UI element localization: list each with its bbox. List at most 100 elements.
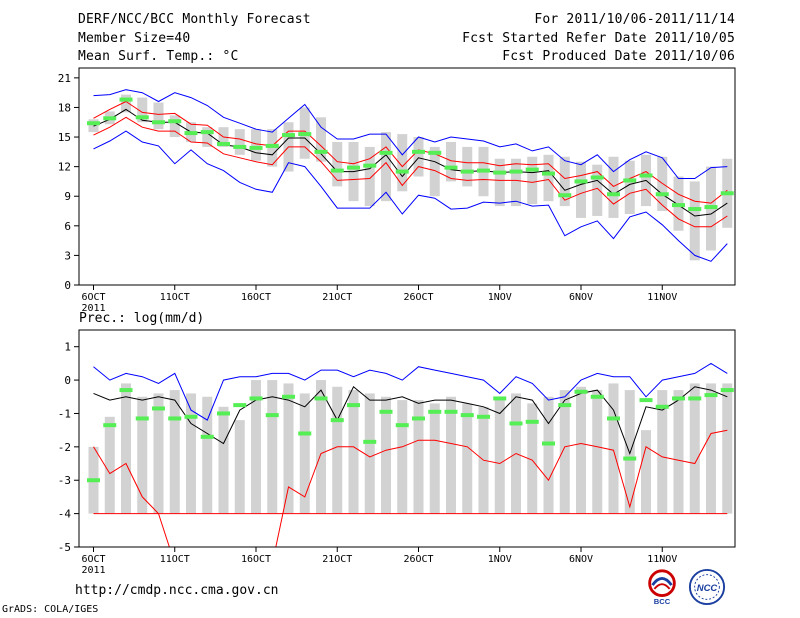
x-tick-label: 11OCT [160,292,190,303]
reference-marker [444,165,458,170]
y-tick-label: 18 [58,101,71,114]
spread-box [429,146,440,197]
y-tick-label: 21 [58,72,71,85]
variable-label: Mean Surf. Temp.: °C [78,49,239,64]
reference-marker [168,416,182,421]
reference-marker [672,203,685,208]
reference-marker [217,141,230,146]
reference-marker [623,178,637,183]
reference-marker [395,423,409,428]
reference-marker [688,396,702,401]
reference-marker [460,413,474,418]
reference-marker [704,393,718,398]
spread-box [511,158,521,207]
x-tick-label: 11NOV [647,292,677,303]
spread-box [332,386,343,514]
spread-box [283,383,294,514]
reference-marker [574,179,588,184]
spread-box [137,396,148,514]
x-tick-label: 16OCT [241,554,271,565]
spread-box [446,396,456,514]
spread-box [494,158,505,207]
reference-marker [493,170,507,175]
x-tick-label: 26OCT [403,292,433,303]
spread-box [413,400,424,514]
spread-box [251,129,261,161]
spread-box [576,386,586,514]
reference-marker [574,389,588,394]
spread-box [381,132,391,202]
spread-box [137,97,148,123]
reference-marker [119,97,133,102]
reference-marker [509,421,523,426]
reference-marker [428,150,442,155]
reference-marker [168,119,182,124]
spread-box [689,181,700,261]
spread-box [641,430,651,514]
spread-box [316,380,326,514]
spread-box [543,154,554,202]
reference-marker [412,149,425,154]
spread-box [348,390,359,514]
series-line [93,89,728,179]
spread-box [397,400,408,514]
reference-marker [395,169,409,174]
spread-box [251,380,261,514]
grads-credit: GrADS: COLA/IGES [2,604,99,615]
reference-marker [233,144,247,149]
reference-marker [103,116,117,121]
forecast-start-date: Fcst Started Refer Date 2011/10/05 [462,31,735,46]
plot-area [87,362,734,547]
spread-box [624,160,635,214]
y-tick-label: -5 [58,541,71,554]
reference-marker [444,409,458,414]
reference-marker [330,418,344,423]
reference-marker [282,394,295,399]
spread-box [397,134,408,192]
reference-marker [152,120,165,125]
spread-box [543,396,554,514]
spread-box [527,403,538,514]
reference-marker [314,396,328,401]
reference-marker [347,403,360,408]
spread-box [104,416,115,514]
spread-box [202,396,213,514]
reference-marker [655,404,669,409]
reference-marker [184,131,198,136]
reference-marker [103,423,117,428]
spread-box [429,403,440,514]
reference-marker [233,403,247,408]
x-tick-label: 16OCT [241,292,271,303]
series-line [93,386,728,455]
spread-box [657,390,668,514]
reference-marker [314,149,328,154]
forecast-period: For 2011/10/06-2011/11/14 [534,12,735,27]
reference-marker [249,396,263,401]
reference-marker [152,406,165,411]
reference-marker [298,431,312,436]
reference-marker [330,168,344,173]
bcc-logo: BCC [648,569,676,606]
spread-box [153,393,164,514]
reference-marker [265,413,279,418]
x-tick-label: 1NOV [488,554,512,565]
chart-panel-1: 0 3 6 9 12 15 18 21 6OCT 11OCT 16OCT 21OCT 26OCT 1NOV… [58,67,736,314]
reference-marker [282,133,295,138]
reference-marker [379,150,393,155]
reference-marker [639,398,653,403]
y-tick-label: -1 [58,407,71,420]
y-tick-label: 12 [58,161,71,174]
member-size: Member Size=40 [78,31,191,46]
spread-box [299,393,310,514]
spread-box [494,400,505,514]
reference-marker [542,441,555,446]
x-year-label: 2011 [81,565,105,576]
spread-box [267,380,278,514]
reference-marker [688,207,702,212]
spread-box [608,383,619,514]
reference-marker [87,478,100,483]
precip-panel-title: Prec.: log(mm/d) [79,311,204,326]
spread-box [576,161,586,218]
spread-box [153,102,164,130]
spread-box [624,390,635,514]
